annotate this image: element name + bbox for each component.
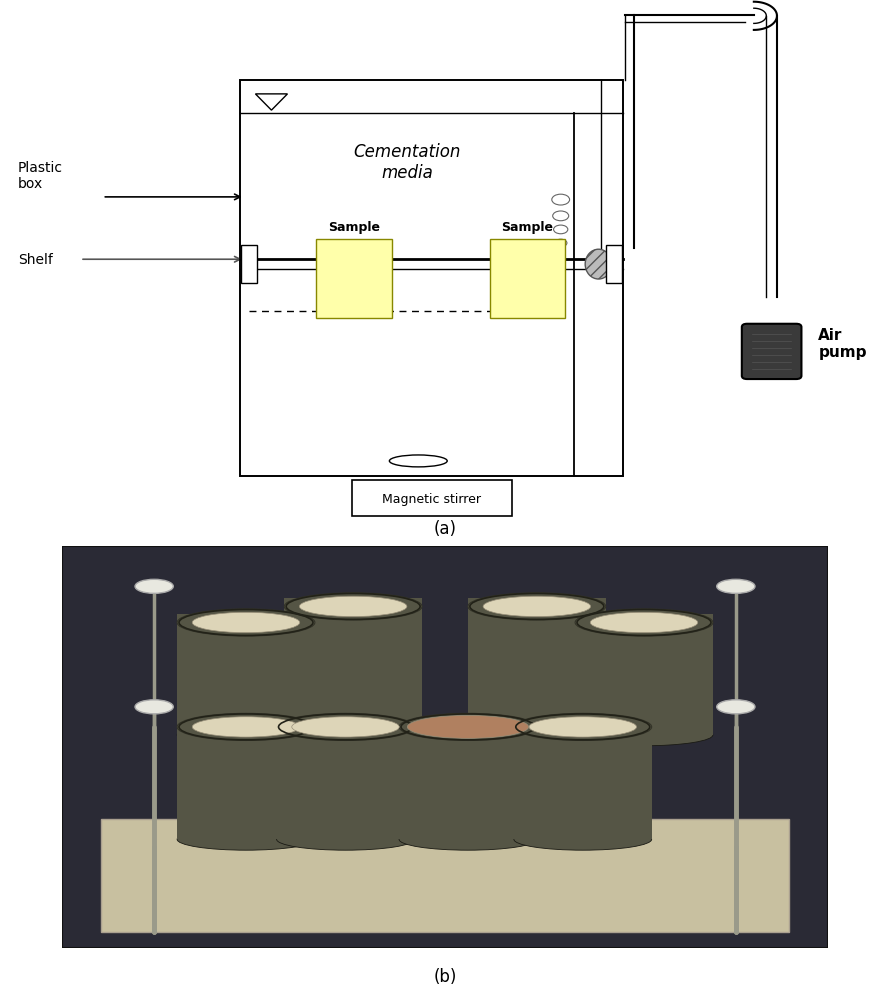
Ellipse shape bbox=[277, 714, 415, 740]
Ellipse shape bbox=[716, 700, 755, 714]
Ellipse shape bbox=[177, 714, 315, 740]
Ellipse shape bbox=[192, 613, 300, 633]
Bar bbox=[490, 240, 565, 318]
Bar bbox=[101, 819, 789, 932]
Bar bbox=[575, 615, 713, 735]
Ellipse shape bbox=[292, 717, 400, 737]
Ellipse shape bbox=[284, 708, 422, 730]
Ellipse shape bbox=[575, 609, 713, 636]
Bar bbox=[177, 615, 315, 735]
Ellipse shape bbox=[277, 828, 415, 851]
Text: Sample: Sample bbox=[328, 221, 380, 234]
Bar bbox=[240, 81, 623, 476]
Text: (a): (a) bbox=[433, 520, 457, 537]
Text: (b): (b) bbox=[433, 967, 457, 985]
Bar bbox=[399, 719, 537, 840]
Text: Cementation
media: Cementation media bbox=[353, 143, 461, 182]
Bar bbox=[606, 246, 622, 284]
Ellipse shape bbox=[135, 580, 174, 594]
Ellipse shape bbox=[483, 597, 591, 617]
Bar bbox=[352, 481, 512, 517]
Bar bbox=[316, 240, 392, 318]
Text: Sample: Sample bbox=[501, 221, 554, 234]
Ellipse shape bbox=[399, 714, 537, 740]
Ellipse shape bbox=[590, 613, 698, 633]
Bar bbox=[241, 246, 257, 284]
Text: Air
pump: Air pump bbox=[819, 328, 867, 360]
Ellipse shape bbox=[408, 716, 529, 738]
Bar bbox=[177, 719, 315, 840]
Ellipse shape bbox=[177, 828, 315, 851]
Ellipse shape bbox=[192, 717, 300, 737]
Ellipse shape bbox=[514, 714, 651, 740]
Ellipse shape bbox=[575, 724, 713, 746]
Ellipse shape bbox=[399, 828, 537, 851]
Ellipse shape bbox=[135, 700, 174, 714]
Bar bbox=[468, 599, 606, 719]
Ellipse shape bbox=[586, 250, 612, 280]
Ellipse shape bbox=[390, 455, 448, 467]
Ellipse shape bbox=[514, 828, 651, 851]
Bar bbox=[284, 599, 422, 719]
Ellipse shape bbox=[177, 724, 315, 746]
Text: Plastic
box: Plastic box bbox=[18, 160, 63, 192]
Text: Shelf: Shelf bbox=[18, 253, 53, 267]
Ellipse shape bbox=[177, 609, 315, 636]
Ellipse shape bbox=[299, 597, 407, 617]
Text: Magnetic stirrer: Magnetic stirrer bbox=[382, 492, 481, 506]
Ellipse shape bbox=[468, 593, 606, 620]
Ellipse shape bbox=[716, 580, 755, 594]
Ellipse shape bbox=[284, 593, 422, 620]
Bar bbox=[277, 719, 415, 840]
FancyBboxPatch shape bbox=[742, 324, 802, 380]
Ellipse shape bbox=[529, 717, 636, 737]
Bar bbox=[514, 719, 651, 840]
Ellipse shape bbox=[468, 708, 606, 730]
